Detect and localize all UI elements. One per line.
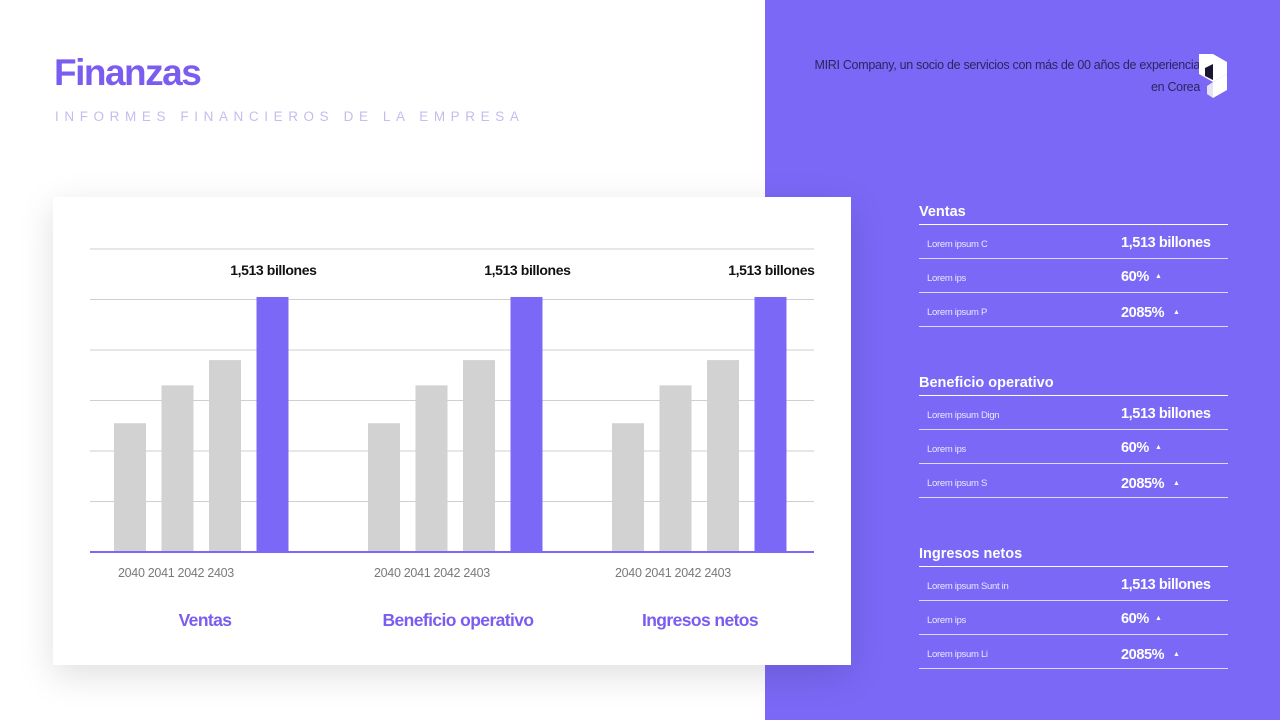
tick-labels: 2040 2041 2042 2403 [374, 566, 490, 580]
page-title: Finanzas [54, 52, 202, 93]
up-arrow-icon: ▲ [1155, 444, 1162, 451]
metrics-ingresos-netos: Ingresos netos Lorem ipsum Sunt in 1,513… [919, 545, 1228, 669]
bar [463, 360, 495, 552]
chart-title: Ventas [179, 610, 233, 630]
metric-value: 60% [1121, 611, 1149, 627]
metrics-title: Ventas [919, 203, 1228, 225]
metric-row: Lorem ipsum P 2085% ▲ [919, 293, 1228, 327]
metric-label: Lorem ips [927, 444, 967, 455]
metric-value: 2085% [1121, 476, 1165, 492]
metric-value: 1,513 billones [1121, 577, 1211, 593]
metric-row: Lorem ips 60% ▲ [919, 259, 1228, 293]
metric-row: Lorem ipsum C 1,513 billones [919, 225, 1228, 259]
bar [707, 360, 739, 552]
metric-label: Lorem ips [927, 273, 967, 284]
bar [161, 385, 194, 552]
metric-row: Lorem ips 60% ▲ [919, 601, 1228, 635]
up-arrow-icon: ▲ [1173, 480, 1180, 487]
up-arrow-icon: ▲ [1155, 615, 1162, 622]
metric-label: Lorem ipsum Li [927, 649, 988, 660]
metric-label: Lorem ipsum P [927, 307, 987, 318]
metric-label: Lorem ipsum S [927, 478, 987, 489]
tick-labels: 2040 2041 2042 2403 [615, 566, 731, 580]
metric-row: Lorem ipsum S 2085% ▲ [919, 464, 1228, 498]
bar [510, 296, 543, 552]
metrics-ventas: Ventas Lorem ipsum C 1,513 billones Lore… [919, 203, 1228, 327]
metric-row: Lorem ipsum Dign 1,513 billones [919, 396, 1228, 430]
bar [368, 423, 400, 552]
metric-label: Lorem ips [927, 615, 967, 626]
bar-charts: 1,513 billones 2040 2041 2042 2403 Ventas 1… [90, 248, 815, 630]
company-description: MIRI Company, un socio de servicios con … [790, 55, 1200, 98]
up-arrow-icon: ▲ [1155, 273, 1162, 280]
up-arrow-icon: ▲ [1173, 309, 1180, 316]
chart-title: Beneficio operativo [383, 610, 534, 630]
company-line-1: MIRI Company, un socio de servicios con … [814, 58, 1200, 72]
metrics-beneficio-operativo: Beneficio operativo Lorem ipsum Dign 1,5… [919, 374, 1228, 498]
bar-value-label: 1,513 billones [484, 262, 571, 278]
metric-label: Lorem ipsum Sunt in [927, 581, 1009, 592]
bar [415, 385, 448, 552]
chart-title: Ingresos netos [642, 610, 759, 630]
metric-value: 1,513 billones [1121, 406, 1211, 422]
bar [209, 360, 241, 552]
metric-row: Lorem ips 60% ▲ [919, 430, 1228, 464]
metric-label: Lorem ipsum Dign [927, 410, 1000, 421]
bar [754, 296, 787, 552]
tick-labels: 2040 2041 2042 2403 [118, 566, 234, 580]
metrics-title: Ingresos netos [919, 545, 1228, 567]
metric-value: 2085% [1121, 305, 1165, 321]
metric-value: 60% [1121, 269, 1149, 285]
bar-value-label: 1,513 billones [728, 262, 815, 278]
bar [114, 423, 146, 552]
metrics-title: Beneficio operativo [919, 374, 1228, 396]
company-logo-icon [1199, 54, 1227, 98]
bar [659, 385, 692, 552]
metric-row: Lorem ipsum Sunt in 1,513 billones [919, 567, 1228, 601]
bar-value-label: 1,513 billones [230, 262, 317, 278]
up-arrow-icon: ▲ [1173, 651, 1180, 658]
metric-label: Lorem ipsum C [927, 239, 988, 250]
bar [256, 296, 289, 552]
page-subtitle: INFORMES FINANCIEROS DE LA EMPRESA [55, 109, 525, 124]
metric-value: 60% [1121, 440, 1149, 456]
metric-value: 2085% [1121, 647, 1165, 663]
bar [612, 423, 644, 552]
metric-row: Lorem ipsum Li 2085% ▲ [919, 635, 1228, 669]
metric-value: 1,513 billones [1121, 235, 1211, 251]
company-line-2: en Corea [1150, 79, 1200, 94]
